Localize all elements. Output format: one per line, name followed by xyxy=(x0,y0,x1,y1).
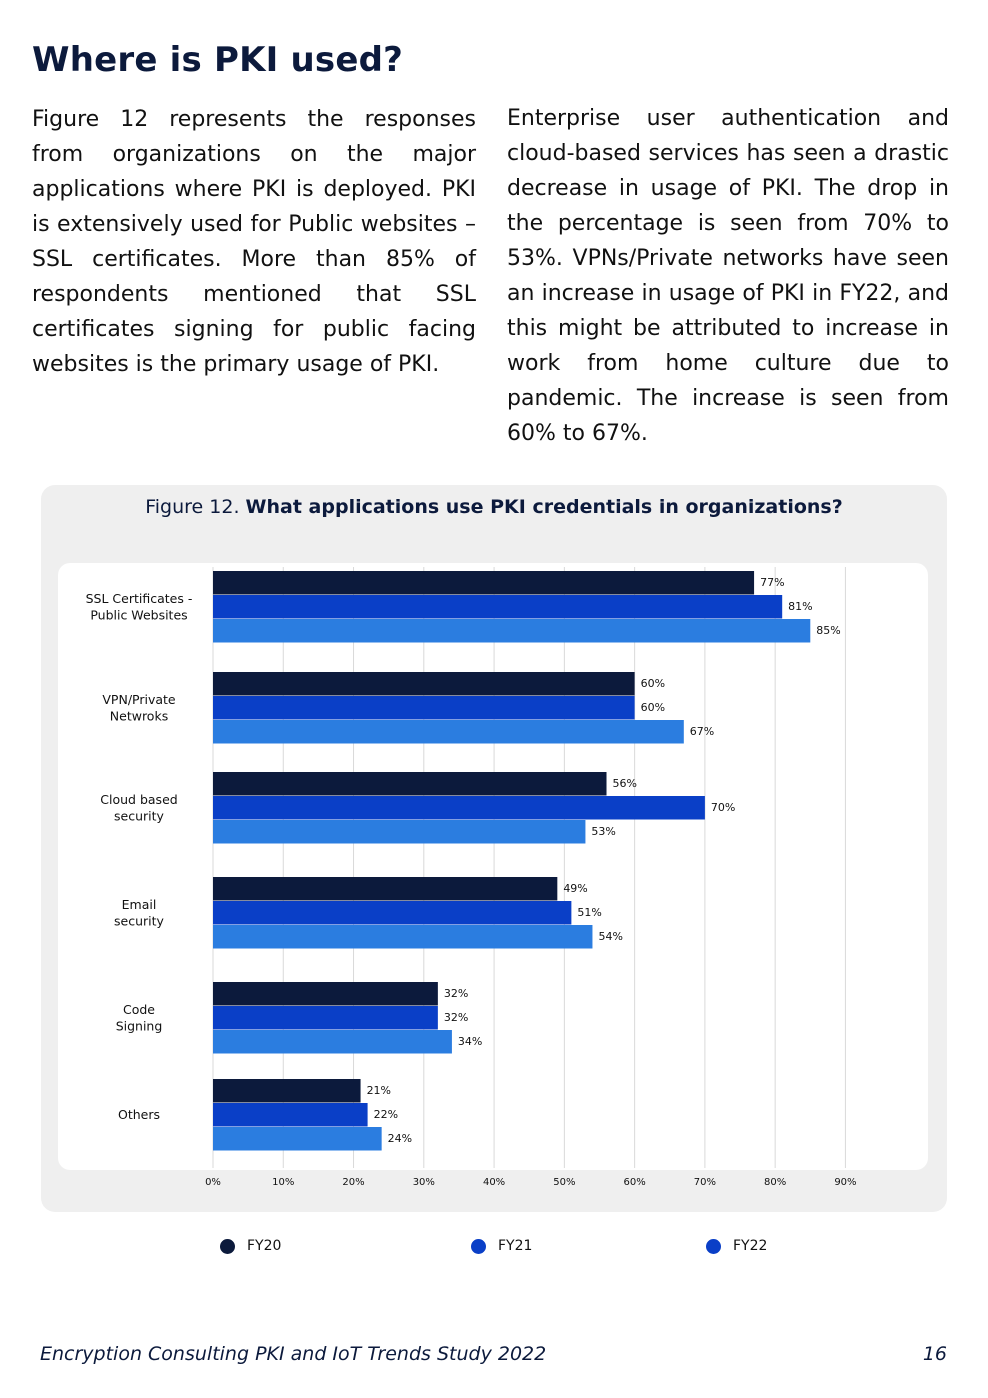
x-tick-label: 40% xyxy=(483,1177,505,1188)
data-label: 85% xyxy=(816,624,840,637)
x-tick-label: 50% xyxy=(553,1177,575,1188)
data-label: 22% xyxy=(374,1108,398,1121)
x-tick-label: 60% xyxy=(624,1177,646,1188)
data-label: 34% xyxy=(458,1035,482,1048)
category-label: Email xyxy=(122,897,157,912)
bar-fy21 xyxy=(213,1103,368,1127)
legend-item-fy21: FY21 xyxy=(471,1236,532,1256)
bar-fy20 xyxy=(213,772,607,796)
legend-dot-fy20 xyxy=(220,1238,235,1254)
bar-fy22 xyxy=(213,1030,452,1054)
bar-fy20 xyxy=(213,877,558,901)
bar-fy22 xyxy=(213,925,593,949)
legend-item-fy20: FY20 xyxy=(220,1236,281,1256)
data-label: 54% xyxy=(598,930,622,943)
category-label: security xyxy=(114,808,165,823)
data-label: 67% xyxy=(690,725,714,738)
data-label: 70% xyxy=(711,801,735,814)
chart-title: Figure 12. What applications use PKI cre… xyxy=(0,496,988,518)
data-label: 60% xyxy=(641,677,665,690)
bar-fy20 xyxy=(213,571,755,595)
bar-fy21 xyxy=(213,796,705,820)
legend-label-fy21: FY21 xyxy=(498,1238,533,1254)
x-tick-label: 90% xyxy=(834,1177,856,1188)
data-label: 32% xyxy=(444,1011,468,1024)
data-label: 24% xyxy=(388,1132,412,1145)
bar-fy21 xyxy=(213,696,635,720)
body-paragraph-right: Enterprise user authentication and cloud… xyxy=(507,106,949,446)
page-number: 16 xyxy=(922,1343,947,1365)
data-label: 49% xyxy=(563,882,587,895)
category-label: Cloud based xyxy=(100,792,177,807)
category-label: Signing xyxy=(116,1018,163,1033)
bar-fy21 xyxy=(213,901,572,925)
x-tick-label: 30% xyxy=(413,1177,435,1188)
bar-fy20 xyxy=(213,1079,361,1103)
category-label: security xyxy=(114,913,165,928)
data-label: 56% xyxy=(613,777,637,790)
legend-dot-fy22 xyxy=(706,1238,721,1254)
bar-chart: 0% 10% 20% 30% 40% 50% 60% 70% 80% 90% 77% 81% 85% SS… xyxy=(86,567,857,1188)
x-tick-label: 80% xyxy=(764,1177,786,1188)
bar-fy20 xyxy=(213,672,635,696)
x-tick-label: 70% xyxy=(694,1177,716,1188)
category-label: VPN/Private xyxy=(102,692,176,707)
category-label: Code xyxy=(123,1002,155,1017)
body-paragraph-left: Figure 12 represents the responses from … xyxy=(32,107,476,377)
data-label: 81% xyxy=(788,600,812,613)
figure-label: Figure 12. xyxy=(145,496,240,518)
category-label: SSL Certificates - xyxy=(86,591,193,606)
category-label: Netwroks xyxy=(110,708,168,723)
bar-fy20 xyxy=(213,982,438,1006)
plot-area xyxy=(58,563,928,1170)
category-label: Public Websites xyxy=(90,607,187,622)
data-label: 21% xyxy=(367,1084,391,1097)
data-label: 60% xyxy=(641,701,665,714)
footer-title: Encryption Consulting PKI and IoT Trends… xyxy=(40,1343,547,1365)
legend-item-fy22: FY22 xyxy=(706,1236,767,1256)
legend-label-fy20: FY20 xyxy=(247,1238,282,1254)
x-tick-label: 20% xyxy=(342,1177,364,1188)
data-label: 77% xyxy=(760,576,784,589)
x-tick-label: 0% xyxy=(205,1177,221,1188)
data-label: 53% xyxy=(591,825,615,838)
x-tick-label: 10% xyxy=(272,1177,294,1188)
category-label: Others xyxy=(118,1107,160,1122)
bar-fy22 xyxy=(213,1127,382,1151)
chart-title-text: What applications use PKI credentials in… xyxy=(245,496,843,518)
data-label: 51% xyxy=(577,906,601,919)
bar-fy22 xyxy=(213,619,811,643)
bar-fy22 xyxy=(213,720,684,744)
legend-label-fy22: FY22 xyxy=(733,1238,768,1254)
data-label: 32% xyxy=(444,987,468,1000)
legend-dot-fy21 xyxy=(471,1238,486,1254)
bar-fy21 xyxy=(213,595,783,619)
bar-fy21 xyxy=(213,1006,438,1030)
page-heading: Where is PKI used? xyxy=(32,40,404,80)
bar-fy22 xyxy=(213,820,586,844)
